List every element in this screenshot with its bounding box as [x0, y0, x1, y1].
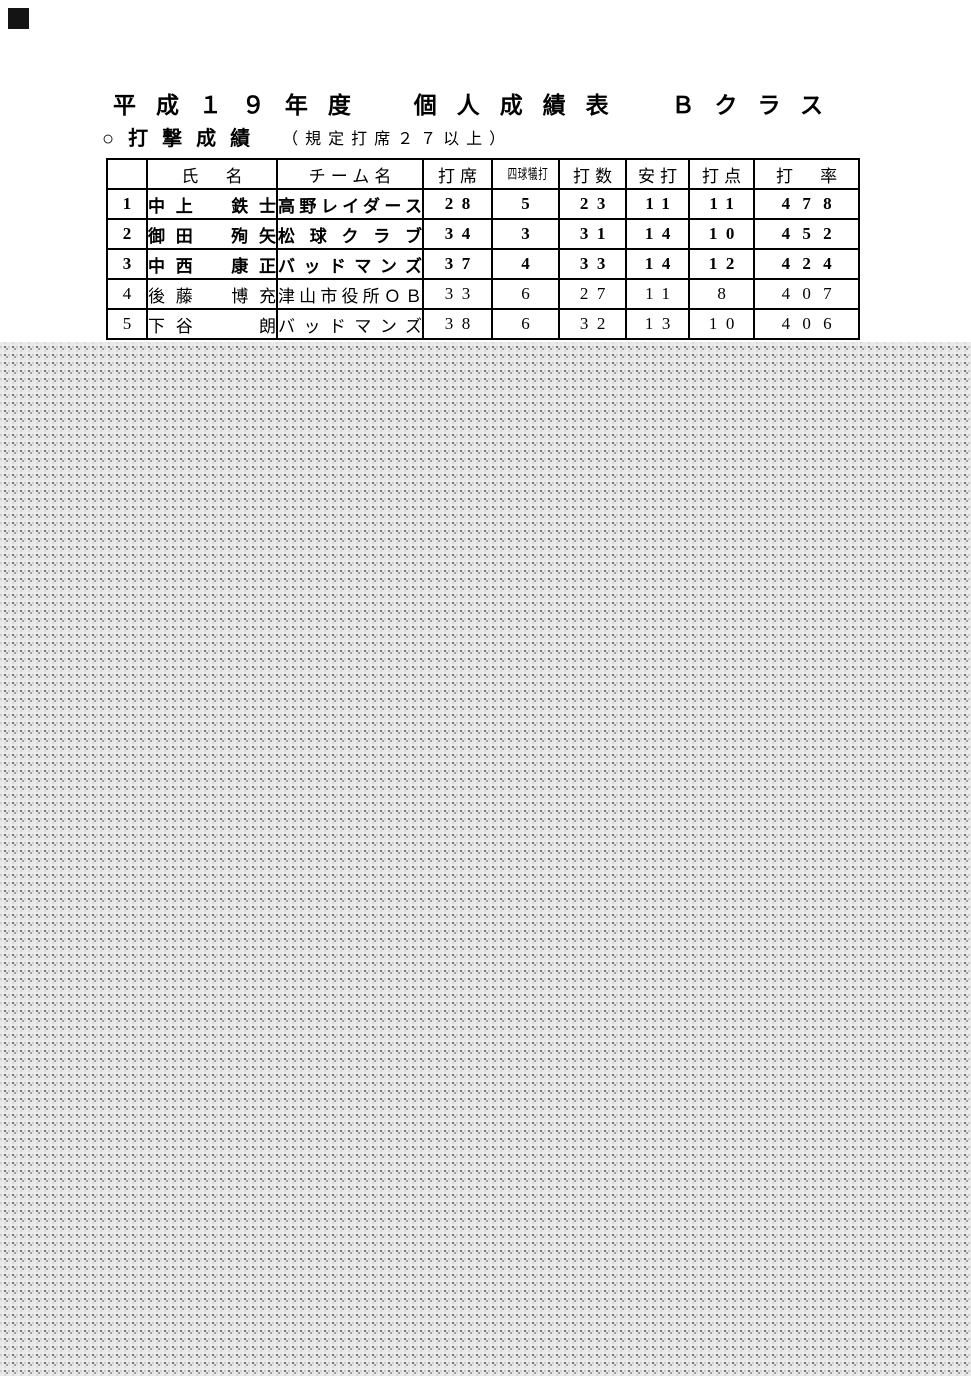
header-name: 氏 名: [146, 158, 278, 190]
walks-sac-cell: 6: [490, 308, 561, 340]
walks-sac-cell: 6: [490, 278, 561, 310]
hits-cell: 11: [625, 188, 691, 220]
team-cell: 松球クラブ: [276, 218, 424, 250]
avg-cell: 407: [753, 278, 861, 310]
header-average: 打 率: [753, 158, 861, 190]
pa-cell: 28: [422, 188, 493, 220]
team-cell: バッドマンズ: [276, 248, 424, 280]
section-heading: ○打撃成績 （規定打席２７以上）: [102, 126, 512, 152]
team-cell: 高野レイダース: [276, 188, 424, 220]
rbi-cell: 12: [688, 248, 756, 280]
avg-cell: 424: [753, 248, 861, 280]
name-cell: 御田 殉矢: [146, 218, 278, 250]
at-bats-cell: 33: [558, 248, 628, 280]
rbi-cell: 10: [688, 218, 756, 250]
section-title: ○打撃成績: [102, 128, 265, 150]
table-row: 1 中上 鉄士 高野レイダース 28 5 23 11 11 478: [106, 188, 861, 220]
team-cell: バッドマンズ: [276, 308, 424, 340]
rank-cell: 1: [106, 188, 148, 220]
at-bats-cell: 31: [558, 218, 628, 250]
at-bats-cell: 27: [558, 278, 628, 310]
at-bats-cell: 23: [558, 188, 628, 220]
pa-cell: 38: [422, 308, 493, 340]
hits-cell: 11: [625, 278, 691, 310]
rank-cell: 3: [106, 248, 148, 280]
name-cell: 後藤 博充: [146, 278, 278, 310]
avg-cell: 452: [753, 218, 861, 250]
avg-cell: 478: [753, 188, 861, 220]
rank-cell: 5: [106, 308, 148, 340]
table-row: 3 中西 康正 バッドマンズ 37 4 33 14 12 424: [106, 248, 861, 280]
pa-cell: 34: [422, 218, 493, 250]
table-row: 2 御田 殉矢 松球クラブ 34 3 31 14 10 452: [106, 218, 861, 250]
team-cell: 津山市役所ＯＢ: [276, 278, 424, 310]
hits-cell: 14: [625, 218, 691, 250]
header-team: チーム名: [276, 158, 424, 190]
header-walks-sacrifices: 四球犠打: [490, 158, 561, 190]
avg-cell: 406: [753, 308, 861, 340]
pa-cell: 33: [422, 278, 493, 310]
batting-results-table: 氏 名 チーム名 打席 四球犠打 打数 安打 打点 打 率 1 中上 鉄士 高野…: [106, 158, 861, 340]
name-cell: 下谷 朗: [146, 308, 278, 340]
table-row: 5 下谷 朗 バッドマンズ 38 6 32 13 10 406: [106, 308, 861, 340]
table-header-row: 氏 名 チーム名 打席 四球犠打 打数 安打 打点 打 率: [106, 158, 861, 190]
rbi-cell: 11: [688, 188, 756, 220]
corner-mark: [8, 8, 29, 29]
page-title: 平成１９年度 個人成績表 Ｂクラス: [113, 93, 823, 118]
hits-cell: 14: [625, 248, 691, 280]
section-note: （規定打席２７以上）: [282, 131, 513, 148]
rbi-cell: 10: [688, 308, 756, 340]
dotted-pattern-overlay: [0, 342, 971, 1376]
table-row: 4 後藤 博充 津山市役所ＯＢ 33 6 27 11 8 407: [106, 278, 861, 310]
header-rbi: 打点: [688, 158, 756, 190]
pa-cell: 37: [422, 248, 493, 280]
walks-sac-cell: 5: [490, 188, 561, 220]
name-cell: 中上 鉄士: [146, 188, 278, 220]
rank-cell: 4: [106, 278, 148, 310]
rbi-cell: 8: [688, 278, 756, 310]
header-rank: [106, 158, 148, 190]
walks-sac-cell: 3: [490, 218, 561, 250]
header-hits: 安打: [625, 158, 691, 190]
name-cell: 中西 康正: [146, 248, 278, 280]
hits-cell: 13: [625, 308, 691, 340]
header-at-bats: 打数: [558, 158, 628, 190]
rank-cell: 2: [106, 218, 148, 250]
walks-sac-cell: 4: [490, 248, 561, 280]
header-plate-appearances: 打席: [422, 158, 493, 190]
at-bats-cell: 32: [558, 308, 628, 340]
